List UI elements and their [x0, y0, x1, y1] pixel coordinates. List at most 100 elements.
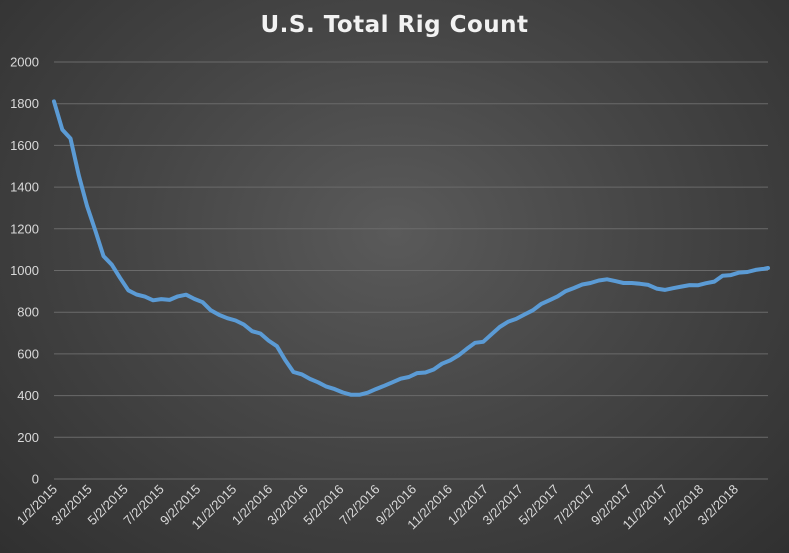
- data-point: [52, 99, 56, 103]
- y-tick-label: 1600: [10, 138, 39, 153]
- data-point: [275, 344, 279, 348]
- data-point: [151, 298, 155, 302]
- series-line: [52, 99, 770, 397]
- data-point: [522, 312, 526, 316]
- data-point: [374, 387, 378, 391]
- y-axis-tick-labels: 0 200 400 600 800 1000 1200 1400 1600 1800 2000: [10, 55, 39, 487]
- data-point: [688, 283, 692, 287]
- data-point: [622, 281, 626, 285]
- data-point: [225, 316, 229, 320]
- data-point: [110, 263, 114, 267]
- data-point: [209, 308, 213, 312]
- data-point: [217, 313, 221, 317]
- data-point: [489, 332, 493, 336]
- data-point: [473, 341, 477, 345]
- data-point: [349, 393, 353, 397]
- data-point: [737, 271, 741, 275]
- data-point: [258, 331, 262, 335]
- data-point: [192, 297, 196, 301]
- data-point: [754, 268, 758, 272]
- data-point: [143, 295, 147, 299]
- data-point: [324, 385, 328, 389]
- data-point: [366, 391, 370, 395]
- chart-title: U.S. Total Rig Count: [260, 12, 529, 38]
- gridlines: [54, 61, 768, 480]
- data-point: [77, 173, 81, 177]
- data-point: [69, 137, 73, 141]
- data-point: [135, 292, 139, 296]
- data-point: [766, 266, 770, 270]
- data-point: [357, 393, 361, 397]
- data-point: [539, 302, 543, 306]
- data-point: [481, 340, 485, 344]
- data-point: [762, 267, 766, 271]
- x-axis-tick-labels: 1/2/20153/2/20155/2/20157/2/20159/2/2015…: [14, 482, 741, 533]
- data-point: [60, 128, 64, 132]
- data-point: [679, 285, 683, 289]
- data-point: [415, 371, 419, 375]
- data-point: [432, 368, 436, 372]
- data-point: [126, 288, 130, 292]
- data-point: [638, 282, 642, 286]
- data-point: [176, 294, 180, 298]
- data-point: [283, 358, 287, 362]
- y-tick-label: 400: [17, 388, 39, 403]
- data-point: [93, 228, 97, 232]
- data-point: [85, 204, 89, 208]
- data-points: [52, 99, 770, 396]
- data-point: [721, 274, 725, 278]
- data-point: [663, 288, 667, 292]
- data-point: [242, 323, 246, 327]
- data-point: [696, 283, 700, 287]
- data-point: [118, 276, 122, 280]
- y-tick-label: 1800: [10, 96, 39, 111]
- data-point: [234, 319, 238, 323]
- data-point: [291, 370, 295, 374]
- data-point: [341, 390, 345, 394]
- data-point: [300, 372, 304, 376]
- data-point: [572, 286, 576, 290]
- data-point: [655, 287, 659, 291]
- y-tick-label: 1200: [10, 221, 39, 236]
- data-point: [102, 254, 106, 258]
- data-point: [630, 281, 634, 285]
- data-point: [267, 339, 271, 343]
- data-point: [556, 294, 560, 298]
- data-point: [168, 298, 172, 302]
- data-point: [589, 281, 593, 285]
- y-tick-label: 600: [17, 346, 39, 361]
- data-point: [423, 370, 427, 374]
- data-point: [646, 283, 650, 287]
- data-point: [448, 358, 452, 362]
- y-tick-label: 2000: [10, 55, 39, 70]
- data-point: [580, 282, 584, 286]
- data-point: [184, 293, 188, 297]
- data-point: [333, 387, 337, 391]
- data-point: [407, 375, 411, 379]
- data-point: [704, 281, 708, 285]
- data-point: [597, 279, 601, 283]
- data-point: [514, 317, 518, 321]
- data-point: [498, 325, 502, 329]
- data-point: [399, 377, 403, 381]
- data-point: [382, 384, 386, 388]
- data-point: [712, 280, 716, 284]
- data-point: [729, 273, 733, 277]
- data-point: [506, 320, 510, 324]
- y-tick-label: 200: [17, 430, 39, 445]
- data-point: [745, 270, 749, 274]
- data-point: [547, 298, 551, 302]
- y-tick-label: 1400: [10, 180, 39, 195]
- data-point: [250, 329, 254, 333]
- y-tick-label: 800: [17, 305, 39, 320]
- data-point: [308, 377, 312, 381]
- data-point: [605, 277, 609, 281]
- data-point: [456, 353, 460, 357]
- data-point: [390, 380, 394, 384]
- data-point: [316, 380, 320, 384]
- data-point: [440, 362, 444, 366]
- data-point: [201, 300, 205, 304]
- y-tick-label: 0: [32, 472, 39, 487]
